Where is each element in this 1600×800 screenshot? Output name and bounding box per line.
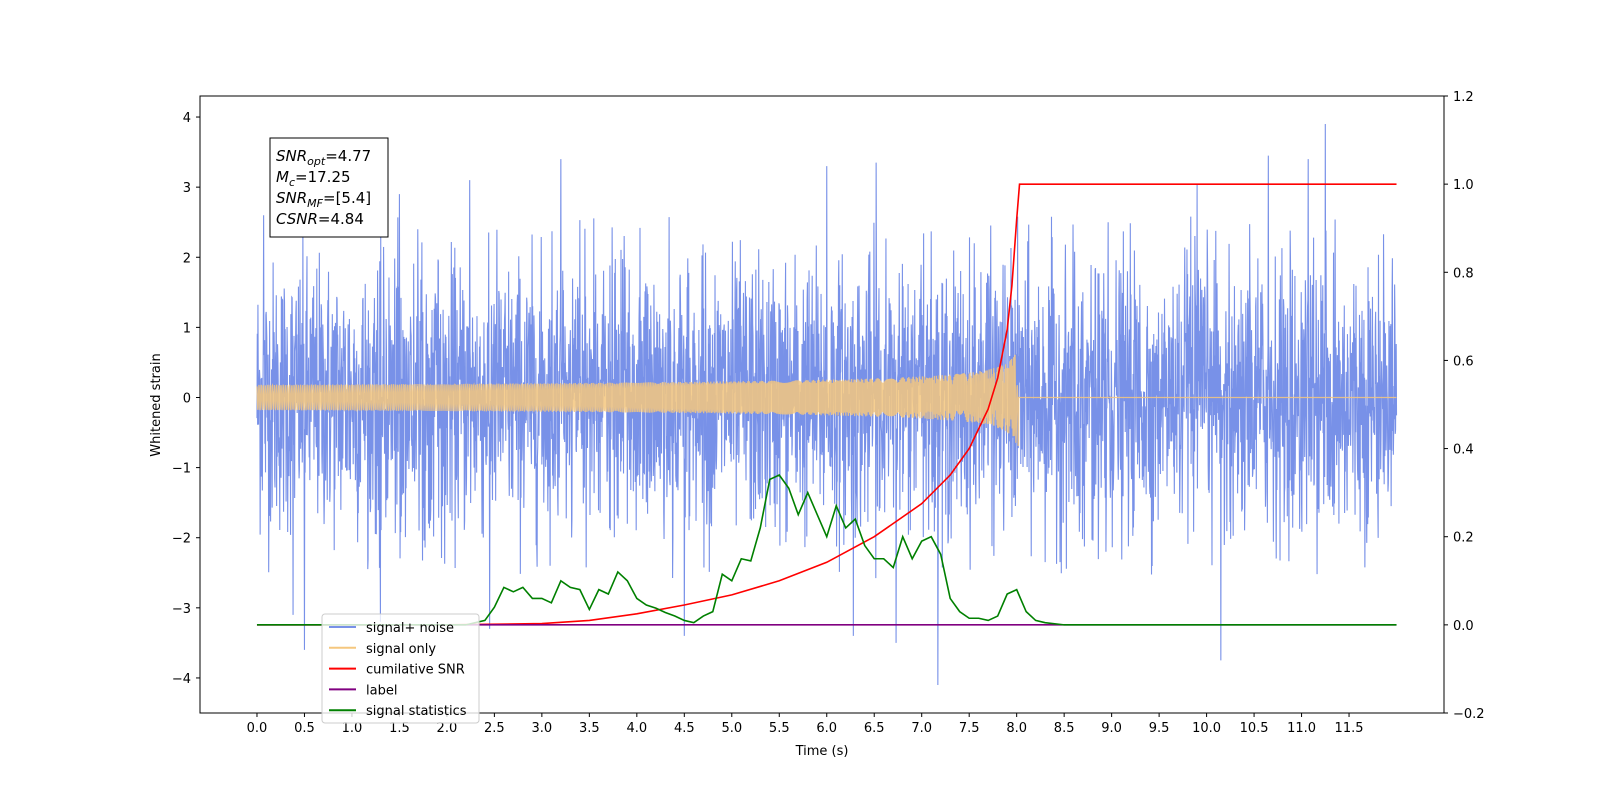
- x-tick-label: 7.0: [911, 721, 932, 736]
- x-tick-label: 11.0: [1287, 721, 1316, 736]
- series-signal-statistics-line: [256, 474, 1397, 626]
- y-tick-label: 3: [183, 181, 191, 196]
- series-signal-noise-line: [256, 124, 1398, 685]
- legend-label-cumilative-snr: cumilative SNR: [366, 663, 465, 678]
- x-tick-label: 9.0: [1101, 721, 1122, 736]
- x-tick-label: 6.5: [864, 721, 885, 736]
- y-axis-title: Whitened strain: [149, 353, 164, 456]
- legend-label-signal-statistics: signal statistics: [366, 704, 467, 719]
- x-tick-label: 1.5: [389, 721, 410, 736]
- x-tick-label: 11.5: [1335, 721, 1364, 736]
- info-line: Mc=17.25: [276, 168, 351, 189]
- legend-label-label: label: [366, 683, 397, 698]
- series-cumilative-snr-line: [256, 183, 1397, 626]
- x-tick-label: 4.5: [674, 721, 695, 736]
- x-axis: 0.0 0.5 1.0 1.5 2.0 2.5 3.0 3.5 4.0 4.5 5.0 5.5 6.0 6…: [247, 713, 1364, 736]
- x-tick-label: 10.0: [1192, 721, 1221, 736]
- x-tick-label: 4.0: [626, 721, 647, 736]
- y2-tick-label: 1.0: [1453, 178, 1474, 193]
- x-tick-label: 7.5: [959, 721, 980, 736]
- series-signal-only-line: [256, 354, 1397, 447]
- y-tick-label: −3: [172, 602, 191, 617]
- x-tick-label: 8.0: [1006, 721, 1027, 736]
- legend-frame: [321, 613, 480, 724]
- info-line: SNRopt=4.77: [276, 147, 371, 168]
- x-tick-label: 3.5: [579, 721, 600, 736]
- y2-tick-label: 1.2: [1453, 90, 1474, 105]
- y-tick-label: 1: [183, 321, 191, 336]
- x-tick-label: 3.0: [532, 721, 553, 736]
- y2-tick-label: 0.8: [1453, 266, 1474, 281]
- y2-axis: 1.2 1.0 0.8 0.6 0.4 0.2 0.0 −0.2: [1444, 90, 1485, 722]
- x-tick-label: 1.0: [342, 721, 363, 736]
- plot-area: [256, 124, 1398, 685]
- x-tick-label: 5.0: [721, 721, 742, 736]
- y-tick-label: 4: [183, 111, 191, 126]
- legend-label-signal-noise: signal+ noise: [366, 621, 454, 636]
- y-tick-label: 0: [183, 391, 191, 406]
- y2-tick-label: 0.4: [1453, 443, 1474, 458]
- x-tick-label: 5.5: [769, 721, 790, 736]
- x-tick-label: 6.0: [816, 721, 837, 736]
- y2-tick-label: −0.2: [1453, 707, 1485, 722]
- x-tick-label: 9.5: [1149, 721, 1170, 736]
- x-tick-label: 0.0: [247, 721, 268, 736]
- axes-frame: [199, 95, 1445, 714]
- x-tick-label: 0.5: [294, 721, 315, 736]
- info-line: CSNR=4.84: [276, 210, 364, 228]
- x-tick-label: 2.5: [484, 721, 505, 736]
- y2-tick-label: 0.2: [1453, 531, 1474, 546]
- legend: signal+ noise signal only cumilative SNR la…: [321, 613, 480, 724]
- y-tick-label: −1: [172, 462, 191, 477]
- info-box-frame: [269, 137, 389, 238]
- x-tick-label: 2.0: [437, 721, 458, 736]
- info-line: SNRMF=[5.4]: [276, 189, 371, 210]
- y-tick-label: −4: [172, 672, 191, 687]
- y-tick-label: −2: [172, 532, 191, 547]
- y-tick-label: 2: [183, 251, 191, 266]
- y2-tick-label: 0.6: [1453, 354, 1474, 369]
- y-axis: 4 3 2 1 0 −1 −2 −3 −4: [172, 111, 200, 687]
- x-tick-label: 8.5: [1054, 721, 1075, 736]
- legend-label-signal-only: signal only: [366, 642, 436, 657]
- y2-tick-label: 0.0: [1453, 619, 1474, 634]
- x-axis-title: Time (s): [795, 744, 849, 759]
- x-tick-label: 10.5: [1240, 721, 1269, 736]
